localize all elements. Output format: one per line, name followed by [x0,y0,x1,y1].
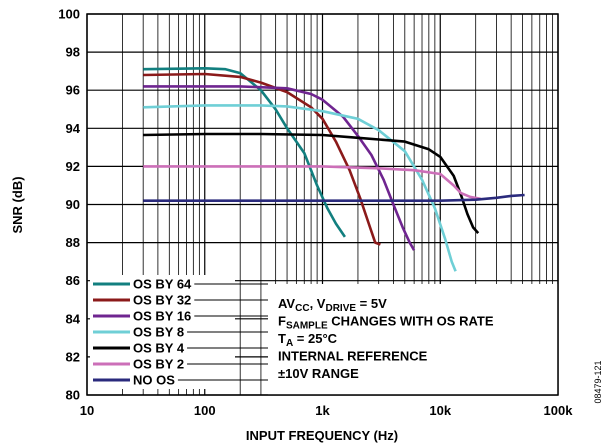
series-line-os-by-16 [143,85,416,251]
y-tick-label: 100 [58,7,80,22]
x-tick-label: 10k [429,403,451,418]
y-tick-label: 94 [66,121,81,136]
y-tick-label: 82 [66,349,80,364]
legend-label: OS BY 64 [133,277,192,292]
y-tick-label: 86 [66,273,80,288]
y-tick-label: 88 [66,235,80,250]
y-tick-label: 84 [66,311,81,326]
legend-label: OS BY 16 [133,309,191,324]
series-line-os-by-32 [143,72,381,246]
x-tick-label: 100 [194,403,216,418]
series-line-os-by-8 [143,104,457,272]
series-line-no-os [143,193,525,202]
series-line-os-by-4 [143,132,480,234]
legend-label: OS BY 32 [133,293,191,308]
annotation-line: ±10V RANGE [278,366,359,381]
series-layer [143,67,525,272]
y-tick-label: 98 [66,45,80,60]
series-line-os-by-64 [143,67,346,238]
annotation-line: INTERNAL REFERENCE [278,349,428,364]
legend-label: OS BY 4 [133,341,185,356]
x-tick-labels: 10 100 1k 10k 100k [80,403,573,418]
legend-label: OS BY 8 [133,325,184,340]
annotation-line: AVCC, VDRIVE = 5V [278,296,387,314]
x-tick-label: 10 [80,403,94,418]
annotation-background [268,284,558,395]
y-tick-labels: 80 82 84 86 88 90 92 94 96 98 100 [58,7,80,403]
y-tick-label: 90 [66,197,80,212]
annotation-line: TA = 25°C [278,331,338,349]
plot-frame [86,13,559,396]
y-tick-label: 96 [66,83,80,98]
x-axis-title: INPUT FREQUENCY (Hz) [246,428,398,443]
legend-label: NO OS [133,373,175,388]
x-tick-label: 100k [544,403,574,418]
y-tick-label: 92 [66,159,80,174]
series-line-os-by-2 [143,165,481,201]
y-axis-title: SNR (dB) [10,176,25,233]
x-tick-label: 1k [315,403,330,418]
y-tick-label: 80 [66,388,80,403]
legend-label: OS BY 2 [133,357,184,372]
figure-id: 08479-121 [593,360,603,403]
annotation-line: FSAMPLE CHANGES WITH OS RATE [278,314,494,332]
